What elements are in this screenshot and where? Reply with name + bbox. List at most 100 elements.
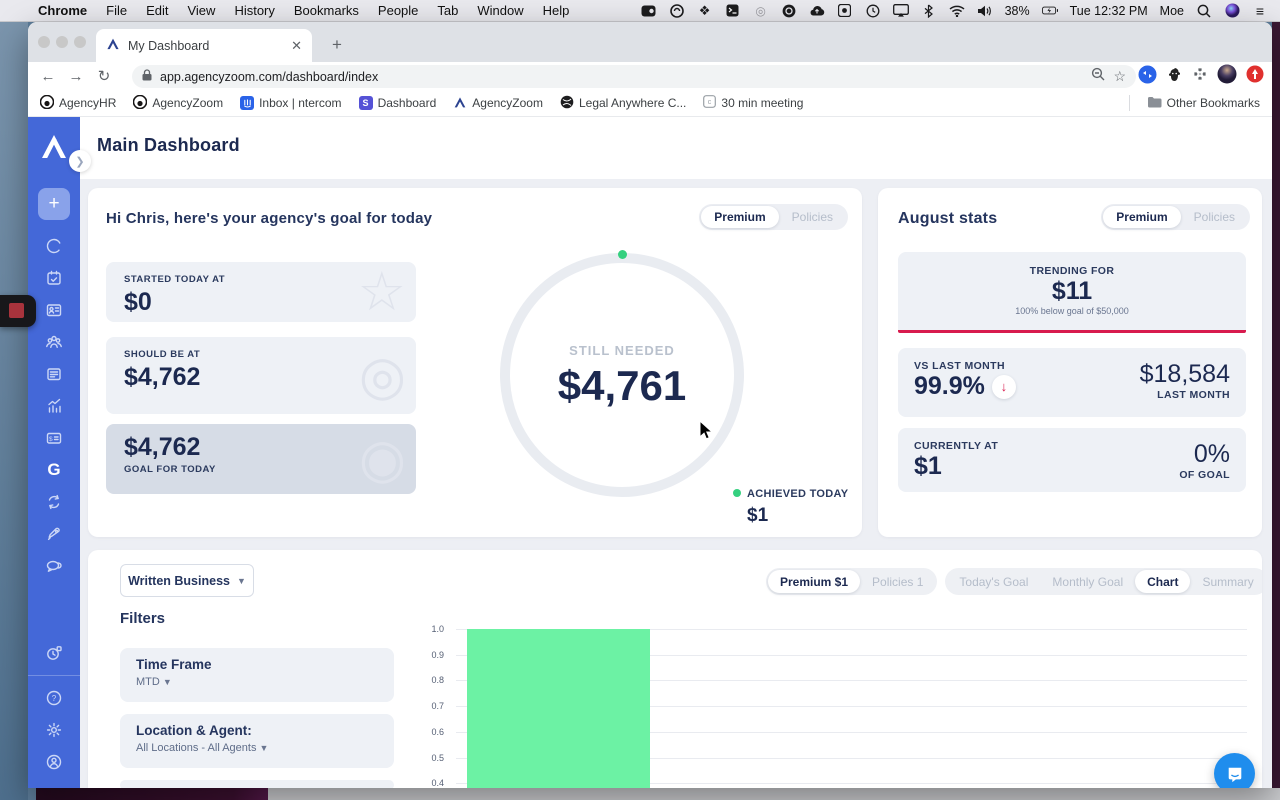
- filters-title: Filters: [120, 610, 166, 627]
- menu-tab[interactable]: Tab: [437, 3, 459, 18]
- screen-record-icon[interactable]: [641, 3, 657, 19]
- spiral-disabled-icon[interactable]: ◎: [755, 3, 766, 18]
- s-app-icon: S: [358, 96, 373, 110]
- other-bookmarks[interactable]: Other Bookmarks: [1147, 96, 1260, 111]
- lock-icon[interactable]: [142, 68, 152, 86]
- intercom-chat-button[interactable]: [1214, 753, 1255, 788]
- goal-toggle-policies[interactable]: Policies: [791, 210, 833, 224]
- time-machine-icon[interactable]: [865, 3, 881, 19]
- control-list-icon[interactable]: ≡: [1255, 2, 1265, 19]
- chat-icon[interactable]: [28, 550, 80, 582]
- launch-rocket-icon[interactable]: [28, 518, 80, 550]
- menu-file[interactable]: File: [106, 3, 128, 18]
- filter-location-agent[interactable]: Location & Agent: All Locations - All Ag…: [120, 714, 394, 768]
- extensions-puzzle-icon[interactable]: [1192, 66, 1208, 87]
- contacts-icon[interactable]: [28, 294, 80, 326]
- red-extension-icon[interactable]: [1246, 65, 1264, 88]
- account-icon[interactable]: [28, 746, 80, 778]
- chevron-down-icon: ▼: [236, 575, 246, 586]
- filter-extra-clipped[interactable]: [120, 780, 394, 788]
- add-button[interactable]: +: [38, 188, 70, 220]
- dropbox-icon[interactable]: ❖: [698, 2, 711, 18]
- menu-edit[interactable]: Edit: [146, 3, 169, 18]
- terminal-app-icon[interactable]: [725, 3, 741, 19]
- pipeline-icon[interactable]: [28, 230, 80, 262]
- menu-view[interactable]: View: [187, 3, 216, 18]
- written-business-dropdown[interactable]: Written Business ▼: [120, 564, 254, 597]
- spotlight-icon[interactable]: [1196, 3, 1212, 19]
- back-button[interactable]: ←: [40, 67, 56, 85]
- recording-stop-overlay[interactable]: [0, 295, 36, 327]
- bookmark-dashboard[interactable]: S Dashboard: [358, 96, 436, 110]
- goal-toggle-premium[interactable]: Premium: [701, 206, 779, 228]
- siri-icon[interactable]: [1224, 3, 1240, 19]
- menu-app-name[interactable]: Chrome: [38, 3, 88, 18]
- zoom-out-icon[interactable]: [1091, 67, 1105, 86]
- menubar-clock[interactable]: Tue 12:32 PM: [1069, 3, 1148, 18]
- tasks-calendar-icon[interactable]: [28, 262, 80, 294]
- bookmark-legal-anywhere[interactable]: Legal Anywhere C...: [560, 95, 686, 112]
- bookmark-agencyzoom-app[interactable]: AgencyZoom: [453, 96, 543, 111]
- dark-extension-icon[interactable]: [1166, 66, 1183, 88]
- tab-summary[interactable]: Summary: [1202, 574, 1254, 589]
- sidebar-collapse-button[interactable]: ❯: [69, 150, 91, 172]
- volume-icon[interactable]: [977, 3, 993, 19]
- profile-avatar[interactable]: [1217, 64, 1237, 89]
- menu-people[interactable]: People: [377, 3, 419, 18]
- forward-button[interactable]: →: [68, 67, 84, 85]
- menu-window[interactable]: Window: [477, 3, 524, 18]
- traffic-light-minimize[interactable]: [56, 36, 68, 48]
- cloud-storage-icon[interactable]: [809, 3, 825, 19]
- new-tab-button[interactable]: +: [332, 35, 342, 54]
- google-icon[interactable]: G: [47, 460, 61, 479]
- bookmark-agencyhr[interactable]: AgencyHR: [39, 94, 116, 112]
- lists-icon[interactable]: [28, 358, 80, 390]
- menubar-user[interactable]: Moe: [1159, 3, 1184, 18]
- wifi-icon[interactable]: [949, 3, 965, 19]
- filter-time-frame[interactable]: Time Frame MTD ▼: [120, 648, 394, 702]
- traffic-light-close[interactable]: [38, 36, 50, 48]
- tab-todays-goal[interactable]: Today's Goal: [959, 574, 1029, 589]
- bookmark-star-icon[interactable]: ☆: [1113, 68, 1126, 84]
- august-toggle-policies[interactable]: Policies: [1193, 210, 1235, 224]
- bookmark-30-min-meeting[interactable]: c 30 min meeting: [703, 95, 803, 111]
- time-tracking-icon[interactable]: [28, 637, 80, 669]
- menu-bookmarks[interactable]: Bookmarks: [293, 3, 359, 18]
- tab-monthly-goal[interactable]: Monthly Goal: [1052, 574, 1124, 589]
- settings-gear-icon[interactable]: [28, 714, 80, 746]
- sync-icon[interactable]: [28, 486, 80, 518]
- browser-toolbar: ← → ↻ app.agencyzoom.com/dashboard/index…: [28, 62, 1272, 90]
- browser-tab[interactable]: My Dashboard ✕: [96, 29, 312, 62]
- chart-bar[interactable]: [467, 629, 650, 788]
- airplay-display-icon[interactable]: [892, 3, 909, 19]
- help-icon[interactable]: ?: [28, 682, 80, 714]
- y-tick: 1.0: [431, 624, 444, 634]
- bluetooth-icon[interactable]: [921, 3, 937, 19]
- menu-help[interactable]: Help: [542, 3, 570, 18]
- swirl-app-icon[interactable]: [669, 3, 685, 19]
- reload-button[interactable]: ↻: [97, 68, 111, 85]
- blue-extension-icon[interactable]: [1138, 65, 1157, 89]
- tab-chart[interactable]: Chart: [1135, 570, 1191, 593]
- policies-money-icon[interactable]: $: [28, 422, 80, 454]
- desktop-wallpaper-right: [1272, 22, 1280, 800]
- url-text[interactable]: app.agencyzoom.com/dashboard/index: [160, 69, 379, 84]
- leads-people-icon[interactable]: [28, 326, 80, 358]
- tab-premium-amount[interactable]: Premium $1: [768, 570, 861, 593]
- menu-history[interactable]: History: [234, 3, 275, 18]
- adobe-cc-icon[interactable]: [781, 3, 797, 19]
- battery-percent: 38%: [1004, 3, 1030, 18]
- reports-chart-icon[interactable]: [28, 390, 80, 422]
- square-dot-icon[interactable]: [837, 3, 853, 19]
- agencyzoom-logo[interactable]: [37, 131, 71, 166]
- bookmark-intercom-inbox[interactable]: Inbox | ntercom: [240, 96, 342, 110]
- bookmarks-bar: AgencyHR AgencyZoom Inbox | ntercom S Da…: [28, 90, 1272, 117]
- traffic-light-zoom[interactable]: [74, 36, 86, 48]
- tab-close-icon[interactable]: ✕: [291, 37, 302, 53]
- tab-policies-count[interactable]: Policies 1: [872, 574, 924, 589]
- august-toggle-premium[interactable]: Premium: [1103, 206, 1181, 228]
- bookmark-agencyzoom-gh[interactable]: AgencyZoom: [133, 94, 223, 112]
- achieved-today: ACHIEVED TODAY $1: [733, 484, 848, 527]
- address-bar[interactable]: app.agencyzoom.com/dashboard/index ☆: [132, 65, 1136, 88]
